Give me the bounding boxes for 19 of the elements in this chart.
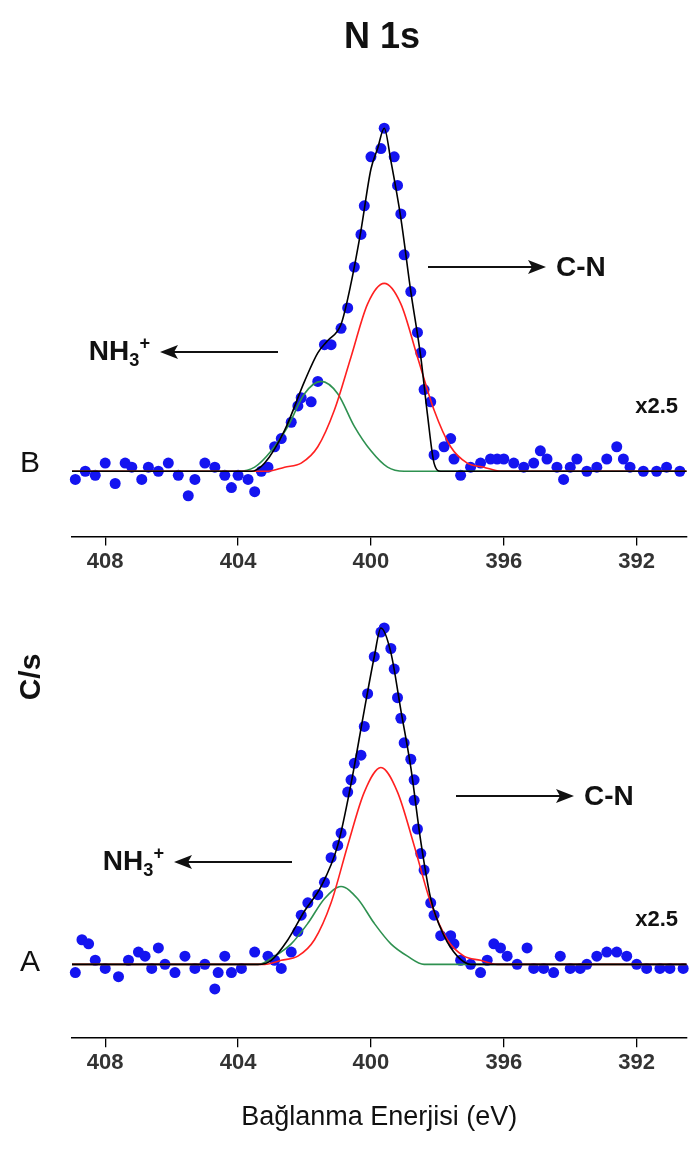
text: B xyxy=(20,444,41,478)
x-tick-label: 396 xyxy=(485,1049,523,1075)
x-tick-label: 408 xyxy=(86,1049,124,1075)
x-tick-label: 392 xyxy=(618,1049,656,1075)
annotation: x2.5 xyxy=(635,392,678,418)
x-tick-label: 408 xyxy=(86,547,124,573)
x-tick-label: 396 xyxy=(485,547,523,573)
x-axis-title: Bağlanma Enerjisi (eV) xyxy=(241,1101,518,1132)
annotation: C-N xyxy=(584,780,634,812)
annotation: x2.5 xyxy=(635,906,678,932)
x-tick-label: 404 xyxy=(219,1049,258,1075)
x-tick-label: 400 xyxy=(352,1049,390,1075)
x-tick-label: 392 xyxy=(618,547,656,573)
y-axis-title: C/s xyxy=(13,653,46,700)
x-tick-label: 400 xyxy=(352,547,390,573)
chart-title: N 1s xyxy=(343,14,421,56)
text: A xyxy=(20,944,41,978)
x-tick-label: 404 xyxy=(219,547,258,573)
annotation: C-N xyxy=(556,250,606,282)
